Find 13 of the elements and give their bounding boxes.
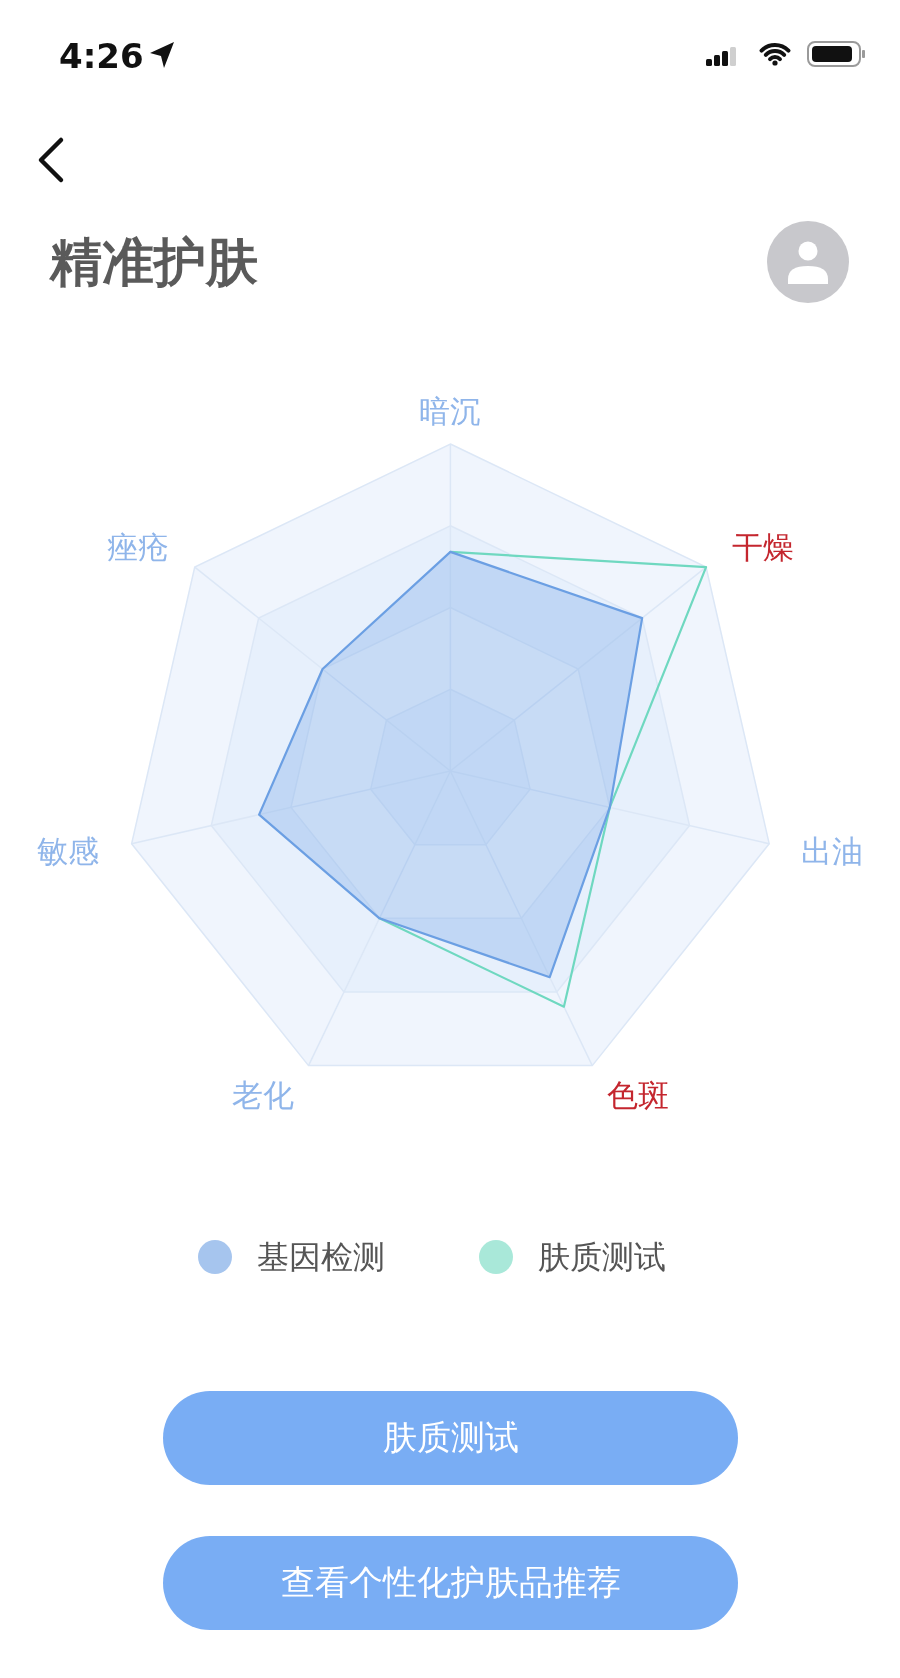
legend-label: 基因检测 <box>257 1238 385 1276</box>
button: 查看个性化护肤品推荐 <box>163 1536 738 1630</box>
spoke-label: 痤疮 <box>106 528 169 565</box>
chart-title: 精准护肤 <box>48 232 258 292</box>
spoke-label: 敏感 <box>37 833 100 870</box>
spoke-label: 老化 <box>232 1077 295 1114</box>
spoke-label: 色斑 <box>606 1077 669 1114</box>
spoke-label: 暗沉 <box>419 393 482 429</box>
button: 肤质测试 <box>163 1391 738 1485</box>
text: 4:26 <box>59 36 144 76</box>
spoke-label: 出油 <box>801 833 864 870</box>
legend-label: 肤质测试 <box>538 1238 666 1276</box>
spoke-label: 干燥 <box>731 528 794 565</box>
